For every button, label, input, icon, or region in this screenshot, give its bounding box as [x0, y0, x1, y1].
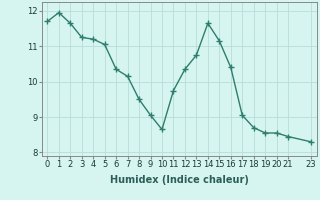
X-axis label: Humidex (Indice chaleur): Humidex (Indice chaleur) — [110, 175, 249, 185]
